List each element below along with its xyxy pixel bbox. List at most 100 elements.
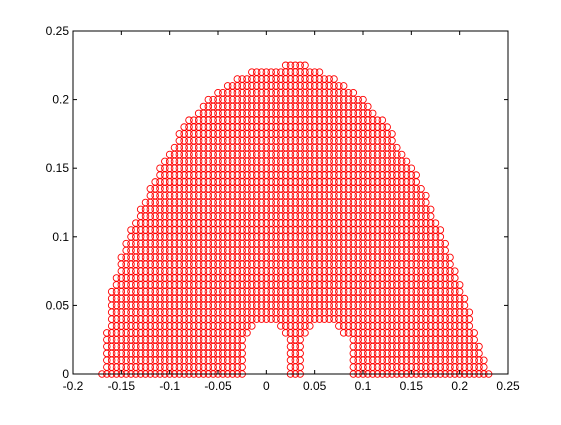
data-point: [480, 356, 488, 365]
data-point: [407, 164, 416, 172]
data-point: [252, 68, 261, 76]
data-point: [296, 61, 304, 70]
data-point: [151, 178, 159, 186]
data-point: [156, 164, 164, 172]
x-tick-label: -0.2: [63, 379, 84, 393]
y-tick-label: 0.2: [52, 93, 69, 107]
data-point: [272, 68, 280, 76]
data-point: [214, 88, 222, 97]
x-tick-label: 0.2: [451, 379, 468, 393]
x-tick-label: -0.05: [204, 379, 232, 393]
x-tick-label: -0.15: [108, 379, 136, 393]
y-tick-label: 0.1: [52, 230, 69, 244]
data-point: [388, 130, 396, 138]
data-point: [306, 68, 314, 76]
data-point: [136, 205, 145, 214]
data-point: [257, 68, 266, 76]
data-point: [436, 226, 445, 234]
y-tick-label: 0: [62, 367, 69, 381]
data-point: [422, 191, 430, 200]
data-point: [339, 82, 348, 90]
data-point: [330, 75, 338, 83]
data-point: [359, 95, 367, 104]
x-tick-label: 0.05: [303, 379, 327, 393]
data-point: [243, 75, 251, 83]
data-point: [431, 219, 440, 227]
data-point: [335, 82, 343, 90]
data-point: [248, 68, 256, 76]
data-point: [281, 61, 290, 70]
x-tick-label: 0: [263, 379, 270, 393]
data-point: [315, 68, 324, 76]
data-point: [141, 198, 150, 207]
data-point: [175, 130, 184, 138]
data-point: [132, 219, 140, 227]
data-point: [291, 61, 300, 70]
data-point: [465, 308, 474, 317]
y-tick-label: 0.15: [46, 161, 70, 175]
data-point: [194, 109, 203, 118]
data-point: [446, 253, 454, 262]
x-tick-label: -0.1: [159, 379, 180, 393]
data-point: [397, 150, 406, 159]
data-point: [286, 61, 295, 70]
data-point: [267, 68, 275, 76]
data-point: [209, 95, 217, 104]
data-point: [393, 143, 401, 152]
data-point: [277, 68, 285, 76]
data-point: [383, 123, 391, 131]
data-point: [219, 88, 227, 97]
data-point: [103, 329, 111, 337]
data-point: [233, 75, 242, 83]
axes-box: [72, 30, 509, 375]
data-point: [170, 143, 179, 152]
x-tick-label: 0.25: [496, 379, 520, 393]
data-point: [344, 88, 353, 97]
data-point: [180, 123, 188, 131]
data-point: [199, 102, 208, 111]
data-point: [470, 329, 478, 337]
y-tick-label: 0.25: [46, 24, 70, 38]
data-point: [190, 116, 198, 124]
data-point: [475, 342, 483, 351]
data-point: [107, 287, 116, 296]
data-point: [146, 185, 155, 193]
data-point: [161, 157, 169, 166]
data-point: [228, 82, 237, 90]
data-point: [320, 75, 329, 83]
data-point: [325, 75, 333, 83]
data-point: [451, 267, 459, 275]
data-point: [455, 281, 464, 289]
axes: -0.2 -0.15 -0.1 -0.05 0 0.05 0.1 0.15 0.2 0.25 0 0.…: [46, 24, 520, 393]
data-point: [426, 205, 435, 214]
data-point: [112, 274, 121, 282]
data-point: [402, 157, 411, 166]
data-point: [460, 294, 469, 303]
data-point: [238, 75, 246, 83]
data-point: [368, 109, 377, 118]
data-point: [412, 171, 420, 179]
data-point: [310, 68, 319, 76]
data-points: [98, 61, 493, 378]
y-tick-label: 0.05: [46, 298, 70, 312]
data-point: [165, 150, 174, 159]
data-point: [349, 88, 358, 97]
x-tick-label: 0.1: [355, 379, 372, 393]
x-tick-label: 0.15: [400, 379, 424, 393]
data-point: [417, 185, 425, 193]
data-point: [204, 95, 213, 104]
data-point: [117, 253, 126, 262]
data-point: [364, 102, 372, 111]
data-point: [301, 61, 309, 70]
data-point: [441, 239, 449, 248]
data-point: [378, 116, 387, 124]
data-point: [354, 95, 362, 104]
data-point: [373, 116, 382, 124]
data-point: [262, 68, 271, 76]
data-point: [185, 116, 193, 124]
data-point: [223, 82, 232, 90]
data-point: [127, 226, 135, 234]
data-point: [122, 239, 130, 248]
